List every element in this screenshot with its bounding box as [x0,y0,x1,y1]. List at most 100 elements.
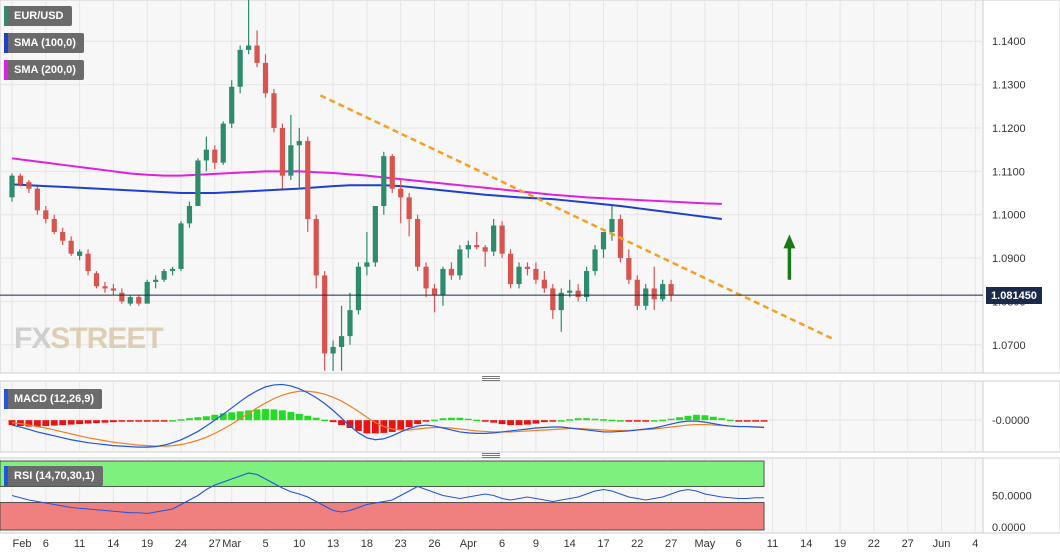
candle [643,284,649,311]
macd-histogram-bar [371,420,379,434]
rsi-y-tick-label: 50.0000 [992,491,1032,503]
candle [575,284,581,302]
macd-histogram-bar [524,420,531,425]
macd-histogram-bar [262,408,269,421]
legend-sma100: SMA (100,0) [4,33,84,53]
candle-body [93,273,100,287]
candle-body [262,62,269,94]
candle [136,294,142,306]
date-axis: Feb 6 11 14 19 24 27 Mar 5 10 13 18 23 26 Apr 6 9 14 17 22 2… [13,538,979,550]
candle-body [465,245,471,250]
x-tick-label: Jun [933,538,951,550]
candle [119,288,125,304]
macd-histogram-bar [50,420,58,426]
x-tick-label: 5 [262,538,268,550]
macd-histogram-bar [321,419,329,422]
legend-macd-label: MACD (12,26,9) [14,393,95,405]
macd-histogram-bar [642,420,650,422]
candle-body [533,268,539,280]
candle [271,88,277,133]
candle [85,249,91,276]
candle [398,179,404,224]
candle-body [491,225,497,252]
candle-body [110,288,116,291]
candle-body [457,249,463,276]
candle-body [153,279,159,282]
macd-histogram-bar [295,413,303,421]
candle [60,227,66,246]
candle [355,262,362,315]
legend-macd: MACD (12,26,9) [4,389,103,409]
panel-splitter-rsi[interactable] [482,453,500,458]
macd-histogram-bar [676,417,683,421]
y-tick-label: 1.0900 [992,253,1026,265]
macd-histogram-bar [507,420,514,426]
candle [381,151,387,215]
macd-histogram-bar [625,420,633,422]
x-tick-label: 11 [74,538,85,550]
x-tick-label: 17 [597,538,609,550]
candle-body [634,279,640,306]
rsi-line [11,472,765,515]
candle [507,249,514,289]
macd-histogram-bar [25,420,33,427]
candle [229,80,235,128]
candle [491,219,497,256]
y-tick-label: 1.0700 [992,340,1026,352]
macd-histogram-bar [591,418,599,421]
candle [668,279,674,302]
y-tick-label: 1.1400 [992,36,1026,48]
macd-histogram-bar [67,420,75,425]
macd-histogram-bar [414,420,421,425]
x-tick-label: 14 [107,538,119,550]
candle-body [415,219,421,267]
legend-rsi-label: RSI (14,70,30,1) [14,470,95,482]
macd-histogram-bar [236,411,244,421]
macd-histogram-bar [608,419,616,422]
candle-body [423,266,429,289]
panel-axis-background [982,457,1060,534]
macd-histogram-bar [439,418,447,421]
candle-body [507,253,514,285]
candle-body [516,266,522,285]
candle-body [254,45,260,63]
candle-body [643,288,649,306]
legend-instrument-label: EUR/USD [14,10,64,22]
candle-body [541,279,547,289]
macd-histogram-bar [253,409,261,421]
candle-body [60,232,66,241]
macd-histogram-bar [667,418,675,421]
candle-body [558,292,564,311]
candle [93,271,100,289]
x-tick-label: 9 [533,538,539,550]
candle-body [584,271,590,298]
x-tick-label: 14 [564,538,576,550]
candle-body [119,292,125,302]
macd-histogram-bar [228,412,236,421]
macd-histogram-bar [718,418,726,421]
descending-trendline [319,94,833,340]
candle-body [127,297,133,304]
y-tick-label: 1.1200 [992,123,1026,135]
macd-histogram-bar [59,420,67,426]
x-tick-label: 4 [972,538,978,550]
macd-histogram-bar [84,420,92,424]
macd-histogram-bar [76,420,83,425]
y-tick-label: 1.1000 [992,210,1026,222]
candle-body [9,175,15,198]
candle [17,173,24,187]
macd-histogram-bar [549,420,557,422]
macd-histogram-bar [464,418,472,421]
sma100-swatch [4,33,8,53]
candle [550,284,556,319]
macd-histogram-bar [448,417,455,421]
y-tick-label: 1.1100 [992,166,1025,178]
x-tick-label: 22 [631,538,643,550]
candle-body [406,197,412,220]
fxstreet-logo: FXSTREET [14,322,164,356]
x-tick-label: 6 [499,538,505,550]
candle-body [212,149,218,163]
rsi-panel: 50.0000 0.0000 [0,457,1060,534]
macd-histogram-bar [743,420,751,422]
panel-splitter-macd[interactable] [482,376,500,381]
